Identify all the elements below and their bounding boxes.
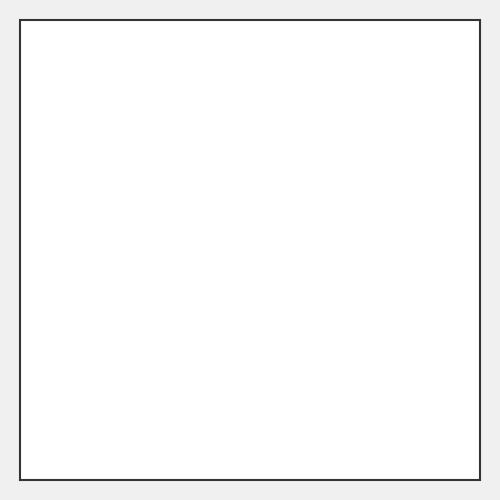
Text: Unit: mm: Unit: mm [391,45,455,59]
Text: ø380: ø380 [179,88,211,101]
Text: 13,5: 13,5 [395,88,422,101]
